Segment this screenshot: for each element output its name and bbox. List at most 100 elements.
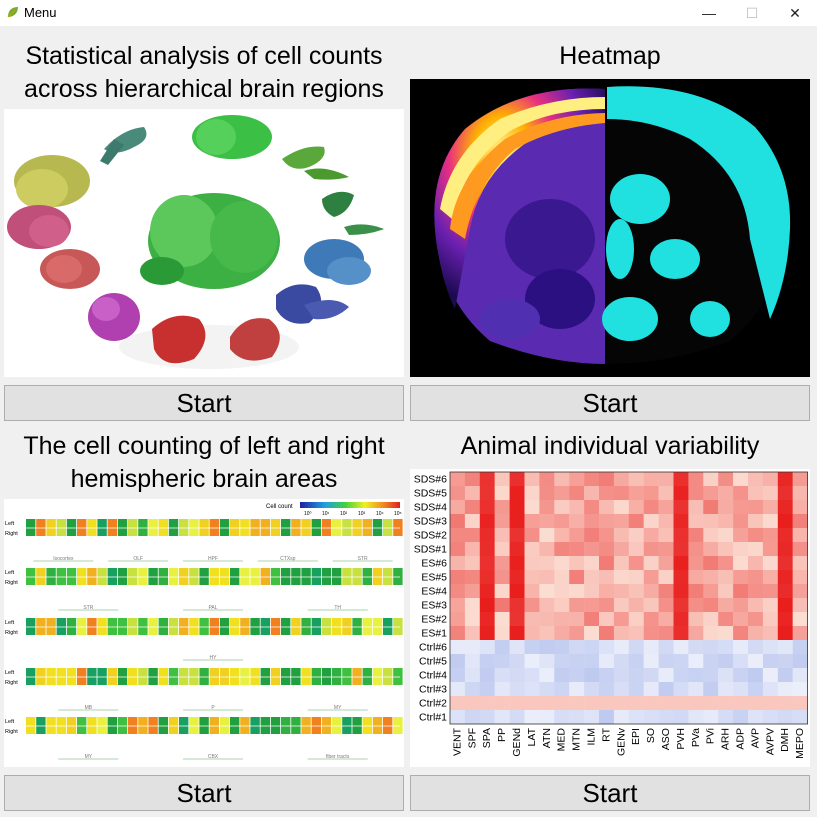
heatmap-cell	[718, 528, 734, 543]
heatmap-cell	[733, 556, 749, 571]
heatmap-cell	[658, 570, 674, 585]
heatmap-cell	[584, 696, 600, 711]
heatmap-cell	[479, 668, 495, 683]
heatmap-cell	[792, 570, 808, 585]
heatmap-cell	[688, 626, 704, 641]
heatmap-cell	[539, 626, 555, 641]
heatmap-row-label: ES#3	[421, 600, 447, 612]
heatmap-cell	[628, 542, 644, 557]
heatmap-cell	[539, 528, 555, 543]
minimize-icon: —	[702, 5, 716, 21]
heatmap-col-label: ASO	[660, 728, 672, 750]
heatmap-cell	[792, 514, 808, 529]
heatmap-cell	[688, 598, 704, 613]
hemisphere-cell	[372, 668, 383, 685]
heatmap-cell	[643, 696, 659, 711]
heatmap-cell	[688, 570, 704, 585]
group-label: MY	[334, 705, 342, 711]
hemisphere-cell	[362, 668, 372, 685]
heatmap-cell	[762, 626, 778, 641]
hemisphere-cell	[230, 717, 240, 734]
heatmap-cell	[777, 556, 793, 571]
hemisphere-cell	[26, 618, 36, 635]
group-label: PAL	[208, 605, 217, 611]
heatmap-cell	[658, 626, 674, 641]
hemisphere-cell	[138, 568, 148, 585]
hemisphere-cell	[342, 618, 352, 635]
heatmap-col-labels: VENT SPF SPA PP GENd LAT ATN MED MTN ILM RT GENv EPI…	[451, 727, 806, 759]
hemisphere-cell	[179, 519, 189, 536]
heatmap-cell	[554, 486, 570, 501]
heatmap-cell	[643, 514, 659, 529]
start-button-statistical-analysis[interactable]: Start	[4, 385, 404, 421]
heatmap-cell	[599, 696, 615, 711]
heatmap-cell	[464, 500, 480, 515]
heatmap-cell	[628, 514, 644, 529]
heatmap-cell	[494, 472, 510, 487]
minimize-button[interactable]: —	[686, 0, 732, 26]
heatmap-cell	[733, 654, 749, 669]
heatmap-cell	[718, 612, 734, 627]
heatmap-cell	[762, 570, 778, 585]
heatmap-cell	[748, 668, 764, 683]
start-button-heatmap[interactable]: Start	[410, 385, 810, 421]
heatmap-cell	[748, 640, 764, 655]
heatmap-cell	[479, 654, 495, 669]
hemisphere-cell	[158, 618, 168, 635]
hemisphere-row-label: Right	[5, 680, 18, 686]
heatmap-cell	[524, 710, 540, 725]
heatmap-cell	[762, 514, 778, 529]
heatmap-cell	[688, 612, 704, 627]
hemisphere-cell	[66, 717, 77, 734]
heatmap-cell	[748, 556, 764, 571]
heatmap-cell	[777, 500, 793, 515]
heatmap-cell	[464, 682, 480, 697]
group-label: STR	[358, 556, 368, 562]
panel-title-statistical-analysis: Statistical analysis of cell counts acro…	[4, 40, 404, 106]
start-button-hemisphere-counting[interactable]: Start	[4, 775, 404, 811]
heatmap-cell	[539, 668, 555, 683]
hemisphere-cell	[26, 519, 36, 536]
hemisphere-cell	[138, 519, 148, 536]
heatmap-cell	[718, 486, 734, 501]
heatmap-cell	[673, 584, 689, 599]
heatmap-cell	[584, 528, 600, 543]
close-button[interactable]: ✕	[772, 0, 817, 26]
hemisphere-cell	[46, 519, 56, 536]
hemisphere-cell	[77, 519, 87, 536]
heatmap-cell	[464, 640, 480, 655]
heatmap-cell	[703, 570, 719, 585]
heatmap-cell	[777, 654, 793, 669]
heatmap-cell	[524, 626, 540, 641]
heatmap-cell	[688, 640, 704, 655]
heatmap-cell	[554, 556, 570, 571]
heatmap-cell	[762, 612, 778, 627]
heatmap-cell	[688, 528, 704, 543]
heatmap-cell	[748, 710, 764, 725]
heatmap-cell	[599, 710, 615, 725]
heatmap-cell	[718, 668, 734, 683]
hemisphere-cell	[372, 519, 383, 536]
heatmap-frame	[449, 471, 809, 725]
hemisphere-cell	[383, 717, 393, 734]
heatmap-cell	[479, 598, 495, 613]
hemisphere-cell	[342, 717, 352, 734]
heatmap-col-label: PVH	[675, 728, 687, 750]
heatmap-cell	[718, 626, 734, 641]
start-button-individual-variability[interactable]: Start	[410, 775, 810, 811]
hemisphere-cell	[270, 519, 281, 536]
heatmap-cell	[494, 710, 510, 725]
heatmap-cell	[628, 612, 644, 627]
heatmap-cell	[613, 696, 629, 711]
heatmap-cell	[777, 542, 793, 557]
heatmap-col-label: ILM	[586, 728, 598, 746]
heatmap-cell	[762, 556, 778, 571]
heatmap-cell	[718, 584, 734, 599]
heatmap-cell	[777, 612, 793, 627]
heatmap-cell	[613, 542, 629, 557]
title-line-2: across hierarchical brain regions	[24, 75, 384, 103]
hemisphere-cell	[107, 717, 117, 734]
maximize-button[interactable]: ☐	[729, 0, 775, 26]
heatmap-cell	[718, 654, 734, 669]
hemisphere-cell	[97, 618, 107, 635]
